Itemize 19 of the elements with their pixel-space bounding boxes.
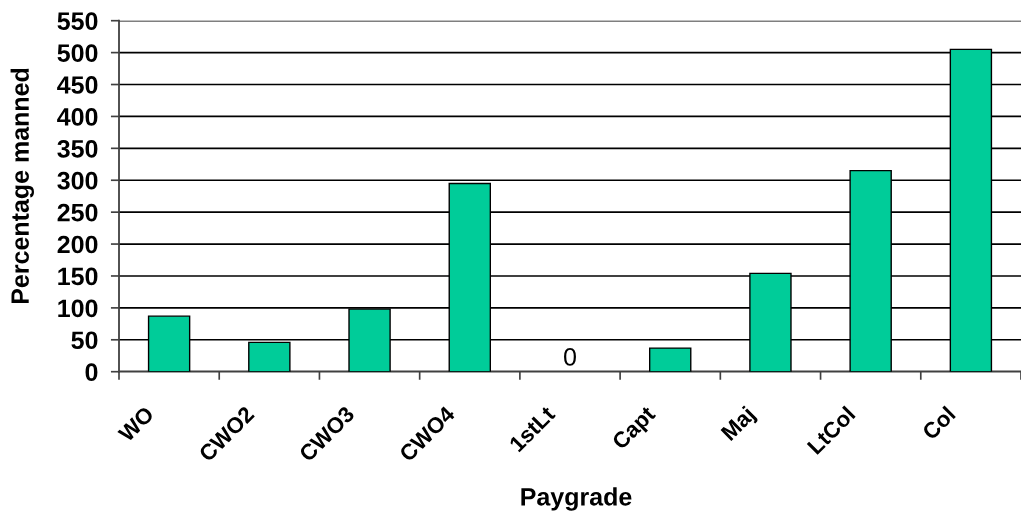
data-label: 0 [564,347,576,366]
y-tick-label: 450 [57,76,98,94]
y-tick-label: 0 [85,363,98,381]
y-tick-label: 550 [57,12,98,30]
x-tick-label: Col [920,405,956,441]
y-tick-label: 50 [71,331,98,350]
y-tick-label: 100 [58,299,98,318]
y-tick-label: 500 [57,44,98,62]
x-tick-label: Maj [719,405,759,445]
y-tick-label: 250 [57,203,98,222]
y-tick-label: 350 [57,139,98,158]
y-tick-label: 150 [58,267,98,286]
y-tick-label: 200 [57,235,98,254]
x-tick-label: WO [117,405,155,443]
y-axis-title: Percentage manned [10,68,34,304]
y-tick-label: 400 [57,108,98,126]
y-tick-label: 300 [57,171,98,190]
x-axis-title: Paygrade [521,487,632,511]
bar [648,347,692,372]
